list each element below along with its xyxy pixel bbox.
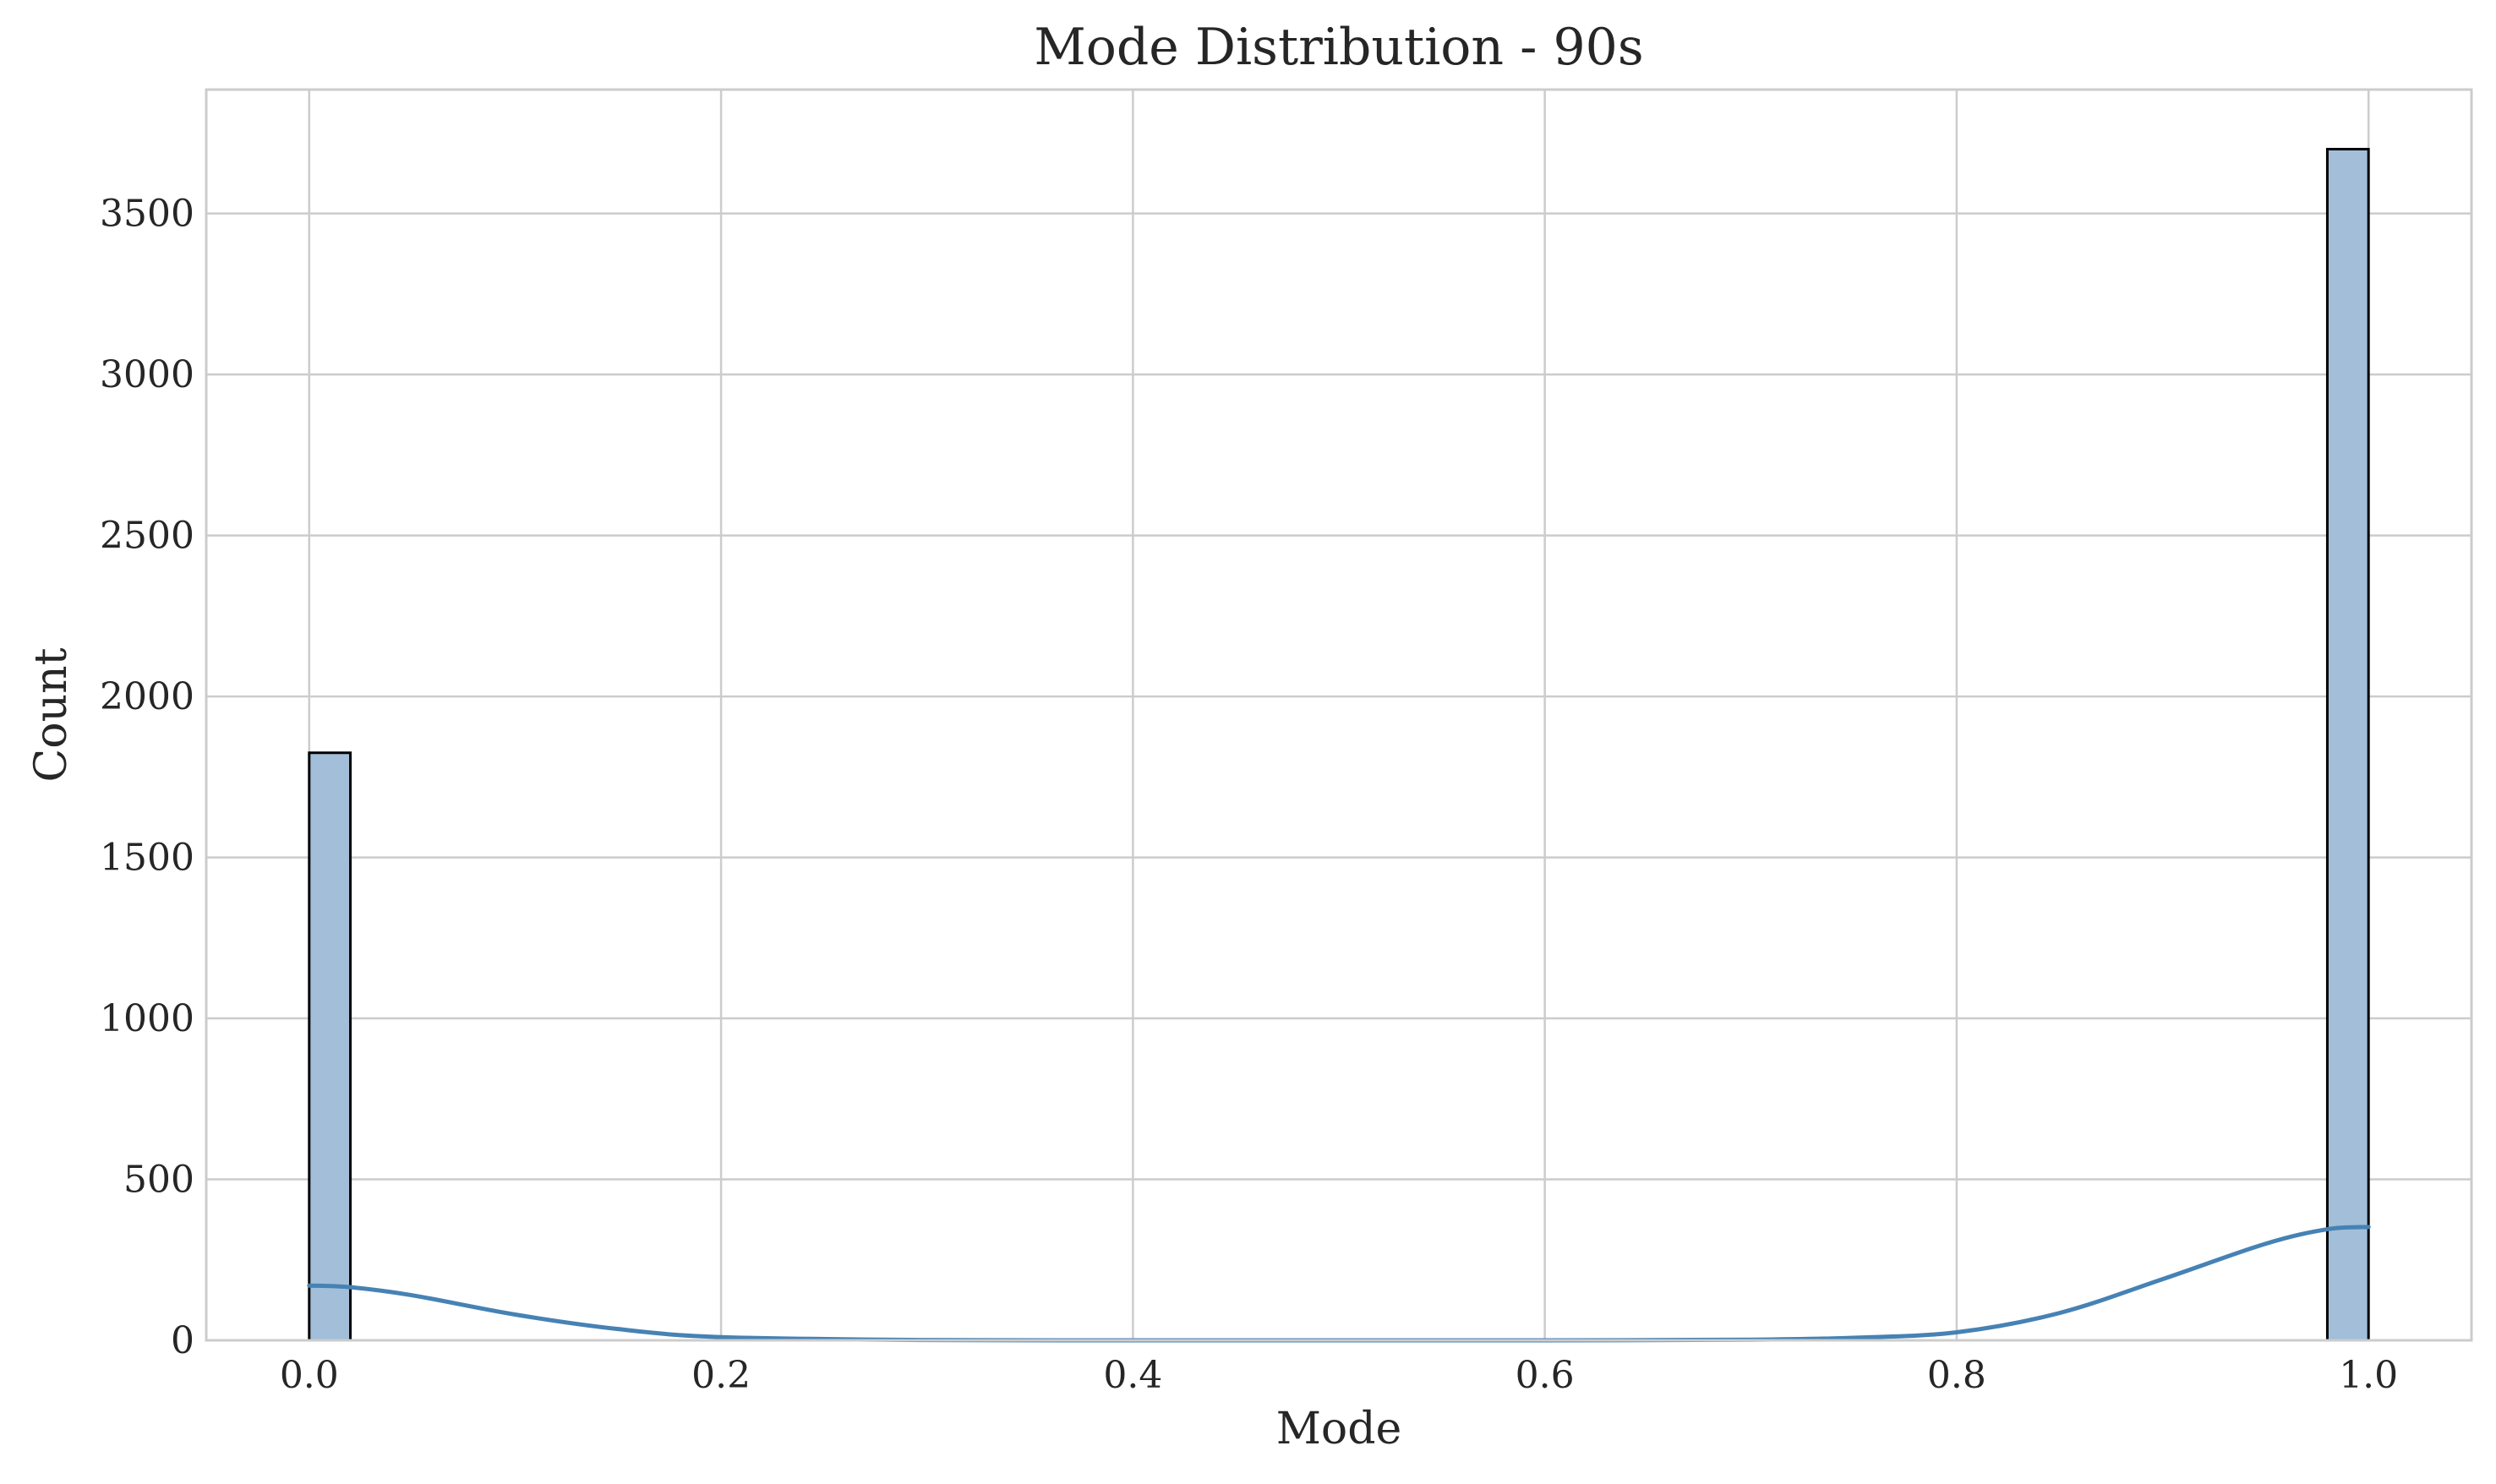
- y-tick-label: 2000: [100, 675, 194, 718]
- x-axis-label: Mode: [1276, 1404, 1402, 1454]
- y-tick-label: 3500: [100, 193, 194, 236]
- y-tick-label: 500: [123, 1159, 194, 1202]
- x-tick-label: 0.0: [280, 1354, 339, 1397]
- y-tick-labels: 0 500 1000 1500 2000 2500 3000 3500: [100, 193, 194, 1362]
- y-tick-label: 1500: [100, 837, 194, 880]
- plot-frame: [205, 88, 2473, 1342]
- x-tick-label: 0.2: [691, 1354, 751, 1397]
- x-tick-labels: 0.0 0.2 0.4 0.6 0.8 1.0: [280, 1354, 2398, 1397]
- x-tick-label: 0.4: [1103, 1354, 1162, 1397]
- chart-title: Mode Distribution - 90s: [1034, 18, 1643, 77]
- histogram-bar: [2325, 147, 2370, 1342]
- y-tick-label: 2500: [100, 515, 194, 558]
- x-tick-label: 0.8: [1927, 1354, 1986, 1397]
- x-tick-label: 1.0: [2339, 1354, 2398, 1397]
- y-tick-label: 3000: [100, 353, 194, 396]
- bars-layer: [308, 147, 2370, 1342]
- y-tick-label: 0: [171, 1319, 194, 1362]
- x-tick-label: 0.6: [1516, 1354, 1575, 1397]
- histogram-bar: [308, 751, 352, 1342]
- y-tick-label: 1000: [100, 997, 194, 1040]
- y-axis-label: Count: [26, 647, 77, 782]
